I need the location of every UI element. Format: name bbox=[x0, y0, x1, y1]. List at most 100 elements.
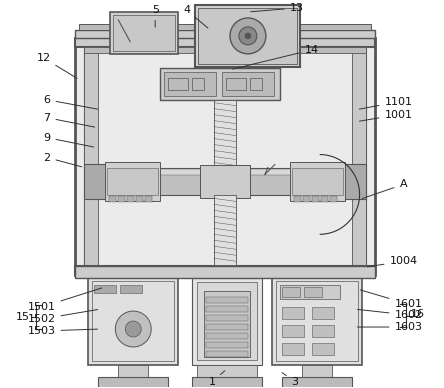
Text: 1601: 1601 bbox=[360, 290, 423, 309]
Bar bbox=[312, 196, 319, 203]
Bar bbox=[168, 78, 188, 90]
Bar bbox=[120, 285, 142, 293]
Circle shape bbox=[239, 27, 257, 45]
Bar bbox=[75, 266, 375, 278]
Bar bbox=[206, 333, 248, 339]
Bar bbox=[214, 196, 236, 265]
Bar bbox=[206, 342, 248, 348]
Text: 16: 16 bbox=[410, 309, 424, 319]
Text: 1004: 1004 bbox=[367, 256, 418, 267]
Bar bbox=[99, 168, 352, 196]
Bar bbox=[294, 196, 301, 203]
Bar bbox=[84, 47, 365, 53]
Bar bbox=[84, 47, 365, 266]
Text: 1603: 1603 bbox=[357, 322, 423, 332]
Bar bbox=[127, 196, 134, 203]
Circle shape bbox=[245, 33, 251, 39]
Bar bbox=[192, 277, 262, 365]
Bar bbox=[206, 315, 248, 321]
Bar bbox=[84, 47, 99, 266]
Bar bbox=[282, 377, 352, 388]
Bar bbox=[214, 100, 236, 168]
Bar bbox=[352, 47, 365, 266]
Bar bbox=[282, 287, 300, 297]
Bar bbox=[250, 78, 262, 90]
Bar bbox=[99, 170, 352, 175]
Text: 4: 4 bbox=[183, 5, 208, 28]
Text: 13: 13 bbox=[251, 3, 304, 13]
Bar bbox=[206, 297, 248, 303]
Bar bbox=[75, 30, 375, 38]
Bar bbox=[160, 68, 280, 100]
Bar bbox=[195, 5, 300, 67]
Text: 1501: 1501 bbox=[28, 288, 102, 312]
Bar bbox=[75, 38, 375, 47]
Bar bbox=[282, 343, 304, 355]
Text: 1502: 1502 bbox=[28, 310, 98, 324]
Bar bbox=[312, 307, 334, 319]
Bar bbox=[206, 306, 248, 312]
Bar bbox=[95, 285, 116, 293]
Bar bbox=[99, 377, 168, 388]
Text: 14: 14 bbox=[233, 45, 319, 69]
Bar bbox=[206, 351, 248, 357]
Bar bbox=[197, 282, 257, 360]
Bar bbox=[75, 38, 375, 275]
Text: 9: 9 bbox=[44, 133, 94, 147]
Bar bbox=[272, 277, 361, 365]
Bar bbox=[79, 24, 371, 30]
Bar bbox=[92, 281, 174, 361]
Text: 1101: 1101 bbox=[359, 97, 412, 109]
Text: 5: 5 bbox=[152, 5, 159, 27]
Bar bbox=[200, 165, 250, 198]
Bar bbox=[330, 196, 337, 203]
Text: 6: 6 bbox=[44, 95, 98, 109]
Text: A: A bbox=[362, 180, 407, 199]
Text: 2: 2 bbox=[44, 152, 82, 167]
Bar bbox=[198, 8, 297, 64]
Bar bbox=[197, 365, 257, 377]
Bar bbox=[118, 196, 125, 203]
Bar bbox=[110, 12, 178, 54]
Bar bbox=[75, 266, 375, 275]
Bar bbox=[312, 343, 334, 355]
Bar bbox=[206, 324, 248, 330]
Bar bbox=[344, 163, 365, 199]
Bar bbox=[321, 196, 328, 203]
Bar bbox=[204, 291, 250, 357]
Bar bbox=[105, 161, 160, 201]
Bar bbox=[192, 78, 204, 90]
Bar bbox=[222, 72, 274, 96]
Bar bbox=[276, 281, 357, 361]
Bar bbox=[164, 72, 216, 96]
Text: 1: 1 bbox=[209, 371, 225, 387]
Bar bbox=[303, 196, 310, 203]
Text: 12: 12 bbox=[36, 53, 77, 78]
Bar bbox=[304, 287, 322, 297]
Bar bbox=[292, 168, 343, 196]
Bar bbox=[312, 325, 334, 337]
Bar bbox=[302, 365, 332, 377]
Text: 1602: 1602 bbox=[357, 309, 423, 320]
Bar bbox=[109, 196, 116, 203]
Bar bbox=[136, 196, 143, 203]
Circle shape bbox=[115, 311, 151, 347]
Bar bbox=[118, 365, 148, 377]
Bar bbox=[113, 15, 175, 51]
Text: 7: 7 bbox=[44, 113, 95, 127]
Bar bbox=[107, 168, 158, 196]
Circle shape bbox=[230, 18, 266, 54]
Text: 1001: 1001 bbox=[359, 110, 412, 121]
Bar bbox=[192, 377, 262, 388]
Bar bbox=[88, 277, 178, 365]
Bar bbox=[226, 78, 246, 90]
Circle shape bbox=[125, 321, 141, 337]
Bar bbox=[282, 325, 304, 337]
Bar bbox=[145, 196, 152, 203]
Bar bbox=[290, 161, 345, 201]
Bar bbox=[282, 307, 304, 319]
Text: 3: 3 bbox=[282, 372, 298, 387]
Text: 1503: 1503 bbox=[28, 326, 98, 336]
Bar bbox=[84, 163, 107, 199]
Bar bbox=[280, 285, 340, 299]
